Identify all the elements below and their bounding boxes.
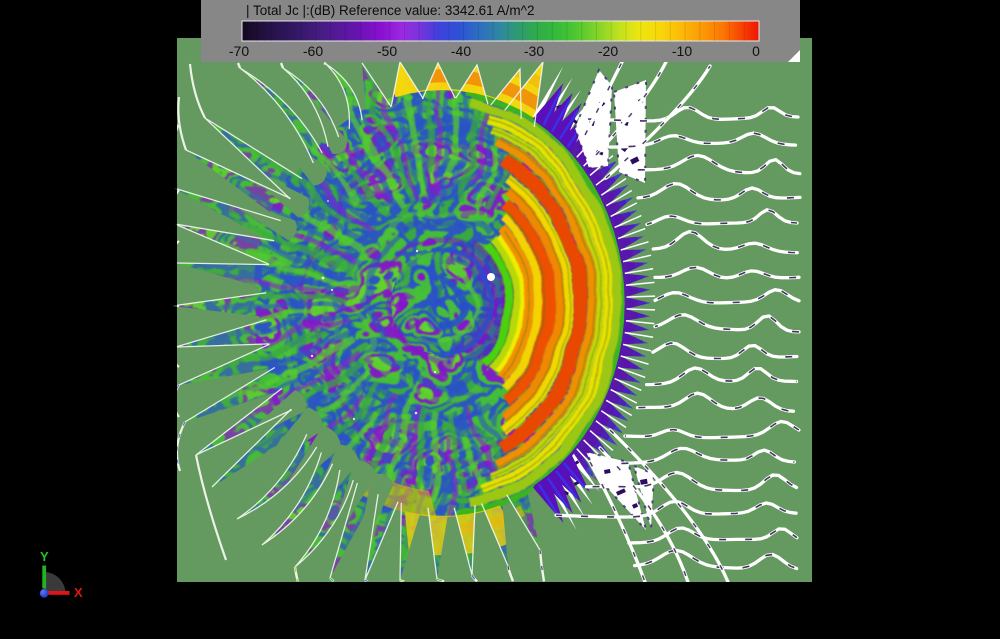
svg-text:-10: -10 xyxy=(672,43,692,59)
svg-text:Y: Y xyxy=(40,549,49,564)
svg-text:-60: -60 xyxy=(303,43,323,59)
svg-text:-50: -50 xyxy=(377,43,397,59)
svg-text:-70: -70 xyxy=(229,43,249,59)
svg-text:-40: -40 xyxy=(451,43,471,59)
svg-text:-20: -20 xyxy=(598,43,618,59)
svg-text:0: 0 xyxy=(752,43,760,59)
svg-text:-30: -30 xyxy=(524,43,544,59)
svg-text:X: X xyxy=(74,585,83,600)
svg-text:| Total Jc |:(dB) Reference va: | Total Jc |:(dB) Reference value: 3342.… xyxy=(246,3,535,18)
